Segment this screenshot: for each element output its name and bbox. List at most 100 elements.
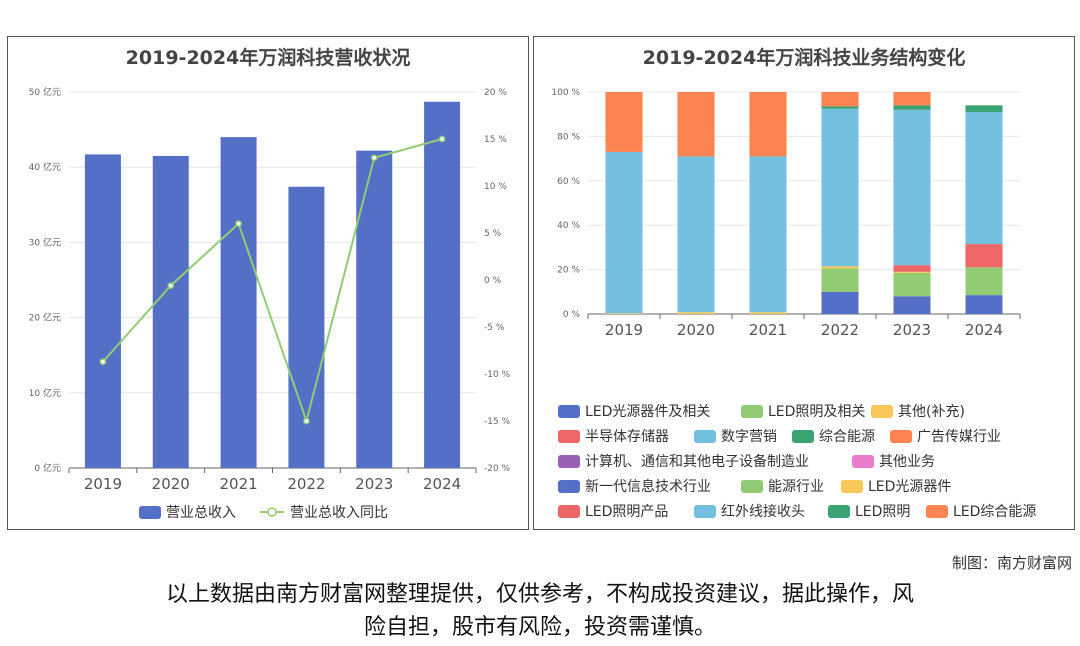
yoy-point <box>235 220 242 227</box>
legend-swatch <box>741 405 763 418</box>
y-tick-label: 60 % <box>557 177 580 187</box>
structure-chart: 0 % 20 % 40 % 60 % 80 % 100 % 2019 2020 2021 2022… <box>551 88 1036 520</box>
stacked-bar-segment <box>893 296 931 314</box>
y-tick-label: 100 % <box>551 88 580 98</box>
y2-tick-label: 0 % <box>484 276 502 286</box>
stacked-bar-segment <box>893 272 931 297</box>
y-tick-label: 0 亿元 <box>34 462 61 474</box>
legend-swatch <box>558 405 580 418</box>
y-tick-label: 50 亿元 <box>29 86 61 98</box>
x-tick-label: 2023 <box>355 475 393 493</box>
y-tick-label: 20 % <box>557 266 580 276</box>
stacked-bar-segment <box>821 266 859 269</box>
legend-label: 新一代信息技术行业 <box>585 478 711 495</box>
stacked-bar-segment <box>893 92 931 106</box>
stacked-bar-segment <box>821 291 859 314</box>
yoy-point <box>303 417 310 425</box>
revenue-chart-title: 2019-2024年万润科技营收状况 <box>125 47 411 69</box>
stacked-bar-segment <box>677 92 715 157</box>
stacked-bar-segment <box>965 105 1003 112</box>
legend-label-yoy: 营业总收入同比 <box>290 505 388 521</box>
legend-swatch <box>828 505 850 518</box>
revenue-chart-panel: 2019-2024年万润科技营收状况 0 亿元 10 亿元 20 亿元 30 亿元 40… <box>7 36 529 530</box>
legend-label-revenue: 营业总收入 <box>166 505 236 521</box>
structure-chart-title: 2019-2024年万润科技业务结构变化 <box>642 47 966 69</box>
x-tick-label: 2024 <box>423 475 461 493</box>
y2-tick-label: 15 % <box>484 135 507 145</box>
legend-swatch <box>694 430 716 443</box>
y-tick-label: 10 亿元 <box>29 387 61 399</box>
chart-credit: 制图：南方财富网 <box>951 554 1072 572</box>
legend-swatch-revenue <box>139 506 161 519</box>
revenue-bar <box>84 154 121 468</box>
legend-swatch <box>558 430 580 443</box>
disclaimer: 以上数据由南方财富网整理提供，仅供参考，不构成投资建议，据此操作，风 险自担，股… <box>0 578 1080 644</box>
stacked-bar-segment <box>893 105 931 110</box>
stacked-bar-segment <box>605 92 643 152</box>
yoy-point <box>370 154 378 162</box>
revenue-bar <box>356 150 393 468</box>
x-tick-label: 2019 <box>84 475 122 493</box>
legend-swatch <box>558 455 580 468</box>
revenue-bar <box>152 155 189 469</box>
x-tick-label: 2024 <box>965 321 1003 339</box>
legend-label: 综合能源 <box>819 429 875 445</box>
legend-label: LED照明产品 <box>585 504 668 520</box>
revenue-chart: 0 亿元 10 亿元 20 亿元 30 亿元 40 亿元 50 亿元 -20 % -15 % -… <box>29 86 511 521</box>
legend-swatch <box>890 430 912 443</box>
legend-swatch <box>694 505 716 518</box>
stacked-bar-segment <box>749 92 787 157</box>
y-tick-label: 0 % <box>563 310 581 320</box>
legend-swatch <box>926 505 948 518</box>
legend-label: LED光源器件及相关 <box>585 404 710 420</box>
stacked-bar-segment <box>893 271 931 273</box>
y2-tick-label: 10 % <box>484 182 507 192</box>
legend-label: 其他业务 <box>879 454 935 470</box>
stacked-bar-segment <box>605 313 643 314</box>
legend-swatch <box>792 430 814 443</box>
legend-label: 其他(补充) <box>898 404 965 420</box>
x-tick-label: 2023 <box>893 321 931 339</box>
y-tick-label: 30 亿元 <box>29 236 61 248</box>
y-tick-label: 20 亿元 <box>29 312 61 324</box>
legend-swatch <box>852 455 874 468</box>
legend-label: 广告传媒行业 <box>917 429 1001 445</box>
legend-label: 红外线接收头 <box>721 503 805 520</box>
legend-label: LED综合能源 <box>953 504 1036 520</box>
x-tick-label: 2020 <box>677 321 715 339</box>
legend-marker-yoy <box>267 507 277 517</box>
stacked-bar-segment <box>893 265 931 272</box>
yoy-point <box>438 135 446 143</box>
legend-label: LED照明及相关 <box>768 404 865 420</box>
stacked-bar-segment <box>965 111 1003 245</box>
stacked-bar-segment <box>677 156 715 313</box>
stacked-bar-segment <box>821 108 859 267</box>
stacked-bar-segment <box>749 156 787 313</box>
legend-label: LED照明 <box>855 504 910 520</box>
legend-label: LED光源器件 <box>868 479 951 495</box>
stacked-bar-segment <box>893 109 931 266</box>
structure-chart-panel: 2019-2024年万润科技业务结构变化 0 % 20 % 40 % 60 % 80 %… <box>533 36 1075 530</box>
y2-tick-label: -20 % <box>484 464 511 474</box>
y2-tick-label: -5 % <box>484 323 505 333</box>
revenue-bar <box>288 186 325 468</box>
x-tick-label: 2021 <box>219 475 257 493</box>
stacked-bar-segment <box>965 244 1003 268</box>
stacked-bar-segment <box>821 92 859 107</box>
y-tick-label: 40 亿元 <box>29 161 61 173</box>
stacked-bar-segment <box>749 312 787 314</box>
x-tick-label: 2021 <box>749 321 787 339</box>
legend-swatch <box>871 405 893 418</box>
yoy-point <box>167 282 175 289</box>
legend-swatch <box>558 480 580 493</box>
y-tick-label: 40 % <box>557 221 580 231</box>
y2-tick-label: 5 % <box>484 229 502 239</box>
y2-tick-label: 20 % <box>484 88 507 98</box>
legend-swatch <box>741 480 763 493</box>
y2-tick-label: -15 % <box>484 417 511 427</box>
stacked-bar-segment <box>965 267 1003 296</box>
yoy-point <box>99 358 107 366</box>
y-tick-label: 80 % <box>557 132 580 142</box>
disclaimer-line-1: 以上数据由南方财富网整理提供，仅供参考，不构成投资建议，据此操作，风 <box>165 582 914 607</box>
x-tick-label: 2020 <box>152 475 190 493</box>
